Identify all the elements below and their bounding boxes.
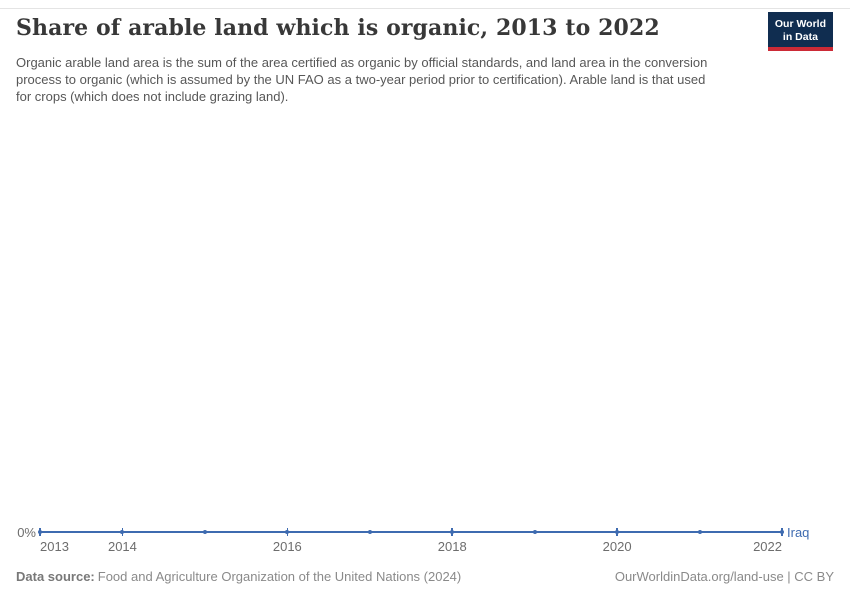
x-axis-tick bbox=[121, 528, 124, 536]
top-divider bbox=[0, 8, 850, 9]
datasource-label: Data source: bbox=[16, 569, 95, 584]
x-tick-label: 2016 bbox=[272, 539, 302, 554]
series-line-iraq bbox=[40, 531, 782, 533]
chart-subtitle: Organic arable land area is the sum of t… bbox=[16, 55, 708, 104]
y-axis-zero-label: 0% bbox=[17, 525, 36, 540]
x-tick-label: 2020 bbox=[602, 539, 632, 554]
x-axis-tick bbox=[39, 528, 41, 536]
x-axis-tick bbox=[286, 528, 289, 536]
owid-logo[interactable]: Our World in Data bbox=[767, 12, 833, 51]
x-axis-tick bbox=[451, 528, 453, 536]
data-point[interactable] bbox=[532, 530, 537, 534]
datasource-line: Data source: Food and Agriculture Organiz… bbox=[16, 569, 461, 584]
owid-logo-line2: in Data bbox=[782, 30, 818, 43]
data-point[interactable] bbox=[367, 530, 372, 534]
data-point[interactable] bbox=[202, 530, 207, 534]
datasource-text: Food and Agriculture Organization of the… bbox=[97, 569, 462, 584]
credit-link[interactable]: OurWorldinData.org/land-use | CC BY bbox=[614, 569, 834, 584]
x-tick-label: 2018 bbox=[437, 539, 467, 554]
x-tick-label: 2022 bbox=[753, 539, 782, 554]
chart-title: Share of arable land which is organic, 2… bbox=[16, 15, 660, 41]
footer: Data source: Food and Agriculture Organiz… bbox=[16, 569, 834, 584]
data-point[interactable] bbox=[697, 530, 702, 534]
x-axis-tick bbox=[781, 528, 783, 536]
x-tick-label: 2013 bbox=[40, 539, 69, 554]
x-tick-label: 2014 bbox=[107, 539, 137, 554]
entity-label-iraq[interactable]: Iraq bbox=[787, 525, 810, 540]
owid-logo-line1: Our World bbox=[774, 18, 826, 30]
x-axis-tick bbox=[616, 528, 618, 536]
